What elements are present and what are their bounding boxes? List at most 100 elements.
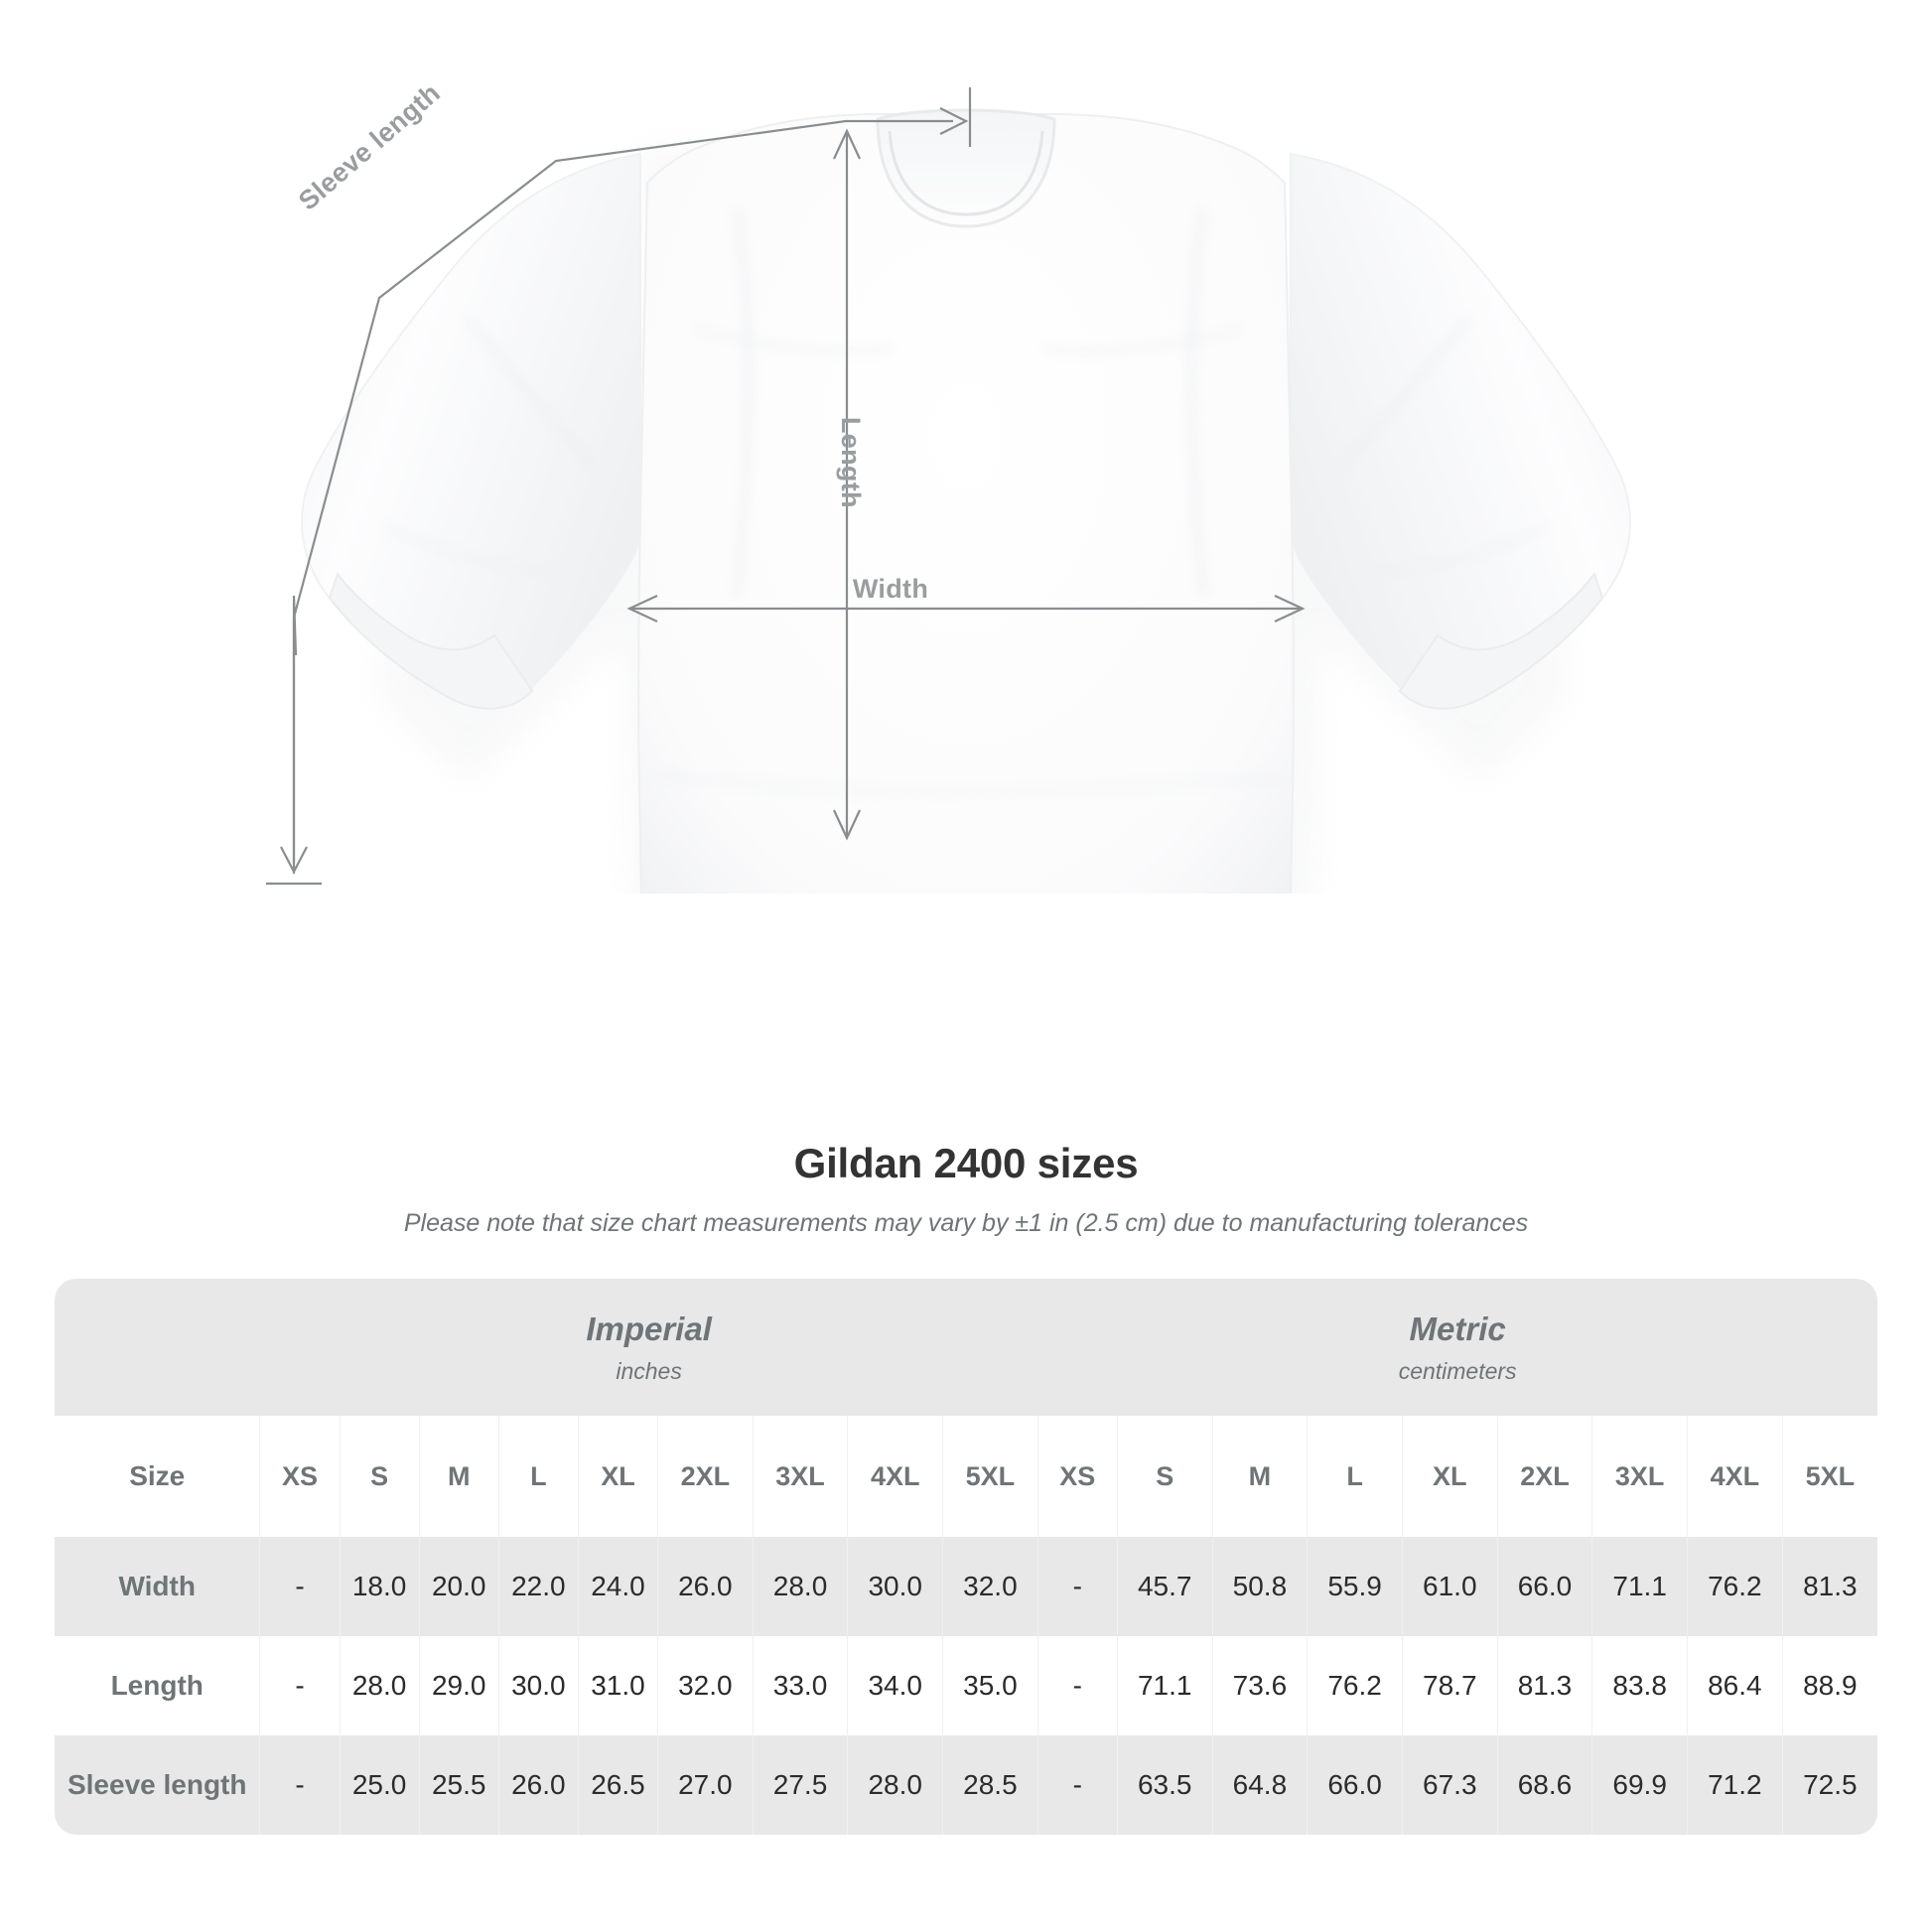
- size-header-metric-m: M: [1212, 1416, 1309, 1537]
- size-header-metric-2xl: 2XL: [1497, 1416, 1593, 1537]
- cell-sleeve-length-metric-4xl: 71.2: [1687, 1735, 1783, 1835]
- cell-length-metric-2xl: 81.3: [1497, 1636, 1593, 1735]
- cell-length-metric-xl: 78.7: [1402, 1636, 1498, 1735]
- garment-svg: [266, 87, 1631, 894]
- size-header-imperial-5xl: 5XL: [942, 1416, 1038, 1537]
- width-label: Width: [852, 574, 929, 604]
- cell-sleeve-length-imperial-m: 25.5: [419, 1735, 499, 1835]
- cell-length-imperial-xs: -: [259, 1636, 341, 1735]
- left-cuff: [328, 571, 534, 710]
- size-header-imperial-3xl: 3XL: [753, 1416, 849, 1537]
- cell-width-metric-s: 45.7: [1117, 1537, 1213, 1636]
- measurement-guides: [266, 87, 1306, 886]
- cell-length-metric-4xl: 86.4: [1687, 1636, 1783, 1735]
- cell-length-imperial-m: 29.0: [419, 1636, 499, 1735]
- cell-sleeve-length-metric-3xl: 69.9: [1591, 1735, 1688, 1835]
- cell-width-imperial-4xl: 30.0: [847, 1537, 944, 1636]
- width-arrow-right: [1274, 595, 1306, 622]
- cell-width-metric-xs: -: [1037, 1537, 1118, 1636]
- cell-length-imperial-s: 28.0: [340, 1636, 420, 1735]
- cell-width-imperial-5xl: 32.0: [942, 1537, 1038, 1636]
- unit-banner-spacer: [55, 1279, 260, 1416]
- cell-width-metric-l: 55.9: [1307, 1537, 1403, 1636]
- cell-width-metric-2xl: 66.0: [1497, 1537, 1593, 1636]
- cell-width-imperial-xs: -: [259, 1537, 341, 1636]
- cell-length-imperial-3xl: 33.0: [753, 1636, 849, 1735]
- cell-width-imperial-xl: 24.0: [578, 1537, 659, 1636]
- unit-group-name: Metric: [1409, 1310, 1506, 1347]
- collar: [876, 108, 1056, 228]
- cell-sleeve-length-imperial-2xl: 27.0: [657, 1735, 754, 1835]
- size-header-metric-4xl: 4XL: [1687, 1416, 1783, 1537]
- tolerance-note: Please note that size chart measurements…: [403, 1209, 1529, 1237]
- unit-group-metric: Metric centimeters: [1037, 1279, 1877, 1416]
- size-header-imperial-s: S: [340, 1416, 420, 1537]
- size-header-metric-s: S: [1117, 1416, 1213, 1537]
- table-row: Width -18.0 20.0 22.0 24.0 26.0 28.0 30.0 32.0-4…: [55, 1537, 1877, 1636]
- size-header-metric-xs: XS: [1037, 1416, 1118, 1537]
- size-header-metric-3xl: 3XL: [1591, 1416, 1688, 1537]
- table-row: Length -28.0 29.0 30.0 31.0 32.0 33.0 34.0 35.0-…: [55, 1636, 1877, 1735]
- cell-sleeve-length-metric-s: 63.5: [1117, 1735, 1213, 1835]
- unit-banner-row: Imperial inches Metric centimeters: [55, 1279, 1877, 1416]
- cell-sleeve-length-imperial-3xl: 27.5: [753, 1735, 849, 1835]
- width-arrow-left: [626, 595, 658, 622]
- length-arrow-down: [833, 809, 861, 841]
- cell-width-metric-xl: 61.0: [1402, 1537, 1498, 1636]
- cell-width-imperial-s: 18.0: [340, 1537, 420, 1636]
- cell-length-metric-s: 71.1: [1117, 1636, 1213, 1735]
- size-header-imperial-m: M: [419, 1416, 499, 1537]
- cell-width-metric-4xl: 76.2: [1687, 1537, 1783, 1636]
- cell-length-imperial-5xl: 35.0: [942, 1636, 1038, 1735]
- cell-length-imperial-xl: 31.0: [578, 1636, 659, 1735]
- size-header-imperial-l: L: [498, 1416, 579, 1537]
- size-header-imperial-2xl: 2XL: [657, 1416, 754, 1537]
- length-label: Length: [836, 417, 866, 508]
- sleeve-arrow-down: [280, 846, 308, 875]
- size-header-metric-xl: XL: [1402, 1416, 1498, 1537]
- size-header-imperial-4xl: 4XL: [847, 1416, 944, 1537]
- unit-group-imperial: Imperial inches: [259, 1279, 1038, 1416]
- cell-length-metric-xs: -: [1037, 1636, 1118, 1735]
- cell-width-imperial-m: 20.0: [419, 1537, 499, 1636]
- length-arrow-up: [833, 128, 861, 160]
- cell-length-metric-m: 73.6: [1212, 1636, 1309, 1735]
- size-header-metric-5xl: 5XL: [1782, 1416, 1877, 1537]
- row-header-length: Length: [55, 1636, 261, 1735]
- right-cuff: [1398, 571, 1604, 710]
- cell-sleeve-length-imperial-xs: -: [259, 1735, 341, 1835]
- cell-length-imperial-4xl: 34.0: [847, 1636, 944, 1735]
- page-title: Gildan 2400 sizes: [793, 1140, 1139, 1186]
- size-header-metric-l: L: [1307, 1416, 1403, 1537]
- title-block: Gildan 2400 sizes Please note that size …: [0, 1140, 1932, 1238]
- size-header-row: Size XS S M L XL 2XL 3XL 4XL 5XL XS S M L XL 2XL 3XL 4XL 5…: [55, 1416, 1877, 1537]
- cell-width-imperial-2xl: 26.0: [657, 1537, 754, 1636]
- row-header-sleeve-length: Sleeve length: [55, 1735, 261, 1835]
- cell-length-metric-3xl: 83.8: [1591, 1636, 1688, 1735]
- cell-sleeve-length-metric-5xl: 72.5: [1782, 1735, 1877, 1835]
- sleeve-length-path: [292, 119, 953, 864]
- cell-length-imperial-2xl: 32.0: [657, 1636, 754, 1735]
- cell-sleeve-length-metric-m: 64.8: [1212, 1735, 1309, 1835]
- cell-sleeve-length-imperial-4xl: 28.0: [847, 1735, 944, 1835]
- shirt-body: [637, 113, 1295, 894]
- cell-width-imperial-l: 22.0: [498, 1537, 579, 1636]
- cell-width-imperial-3xl: 28.0: [753, 1537, 849, 1636]
- cell-sleeve-length-imperial-s: 25.0: [340, 1735, 420, 1835]
- fabric-folds: [383, 207, 1549, 795]
- cell-sleeve-length-metric-l: 66.0: [1307, 1735, 1403, 1835]
- size-header-imperial-xs: XS: [259, 1416, 341, 1537]
- cell-length-metric-l: 76.2: [1307, 1636, 1403, 1735]
- cell-sleeve-length-imperial-l: 26.0: [498, 1735, 579, 1835]
- cell-sleeve-length-imperial-xl: 26.5: [578, 1735, 659, 1835]
- table-row: Sleeve length -25.0 25.5 26.0 26.5 27.0 27.5 28…: [55, 1735, 1877, 1835]
- cell-sleeve-length-metric-xs: -: [1037, 1735, 1118, 1835]
- garment-illustration: Sleeve length Length Width: [0, 0, 1932, 894]
- unit-group-subtitle: centimeters: [1398, 1357, 1517, 1384]
- size-column-header: Size: [55, 1416, 261, 1537]
- sleeve-arrow-right: [939, 107, 969, 135]
- size-table-container: Imperial inches Metric centimeters Size XS S M L…: [55, 1279, 1877, 1835]
- size-table: Imperial inches Metric centimeters Size XS S M L…: [55, 1279, 1877, 1835]
- cell-width-metric-3xl: 71.1: [1591, 1537, 1688, 1636]
